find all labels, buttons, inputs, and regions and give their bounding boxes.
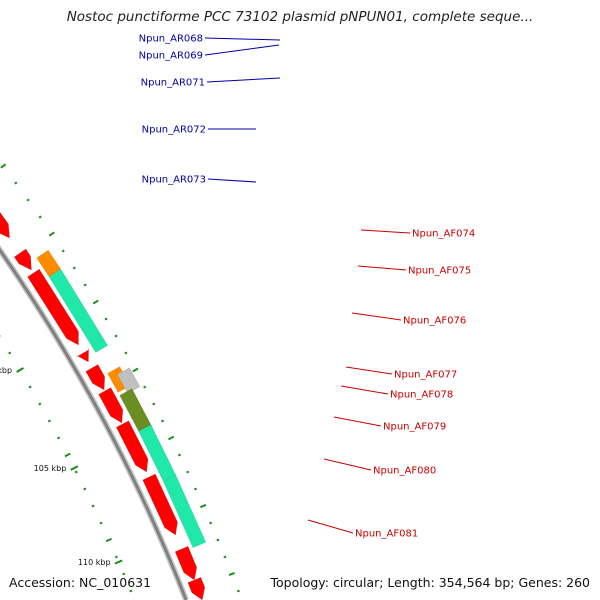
cds-forward-arrow: [85, 364, 105, 391]
scale-tick: [91, 504, 95, 508]
scale-tick: [132, 367, 139, 373]
scale-tick: [168, 435, 175, 441]
gene-leader-line: [360, 229, 411, 234]
scale-tick: [14, 181, 18, 185]
scale-tick: [38, 402, 42, 406]
scale-tick: [64, 452, 71, 458]
gene-leader-line: [357, 265, 407, 271]
scale-tick: [38, 215, 42, 219]
scale-tick: [228, 571, 235, 577]
cds-forward-arrow: [98, 387, 124, 424]
scale-tick: [236, 589, 240, 593]
scale-tick: [152, 402, 156, 406]
scale-tick: [216, 538, 220, 542]
cds-color-box: [48, 268, 109, 353]
gene-label: Npun_AF080: [373, 466, 436, 477]
scale-tick: [143, 385, 147, 389]
gene-label: Npun_AF078: [390, 390, 453, 401]
gene-label: Npun_AF076: [403, 316, 466, 327]
scale-tick: [209, 521, 213, 525]
gene-label: Npun_AR068: [139, 34, 203, 45]
cds-color-box: [116, 367, 141, 394]
gene-leader-line: [345, 366, 393, 375]
scale-tick: [177, 453, 182, 457]
scale-tick: [129, 589, 133, 593]
gene-leader-line: [204, 44, 280, 56]
scale-tick: [104, 317, 108, 321]
scale-tick: [83, 487, 87, 491]
gene-leader-line: [351, 312, 402, 321]
scale-tick: [122, 572, 126, 576]
cds-forward-arrow: [75, 347, 90, 363]
scale-tick: [161, 419, 165, 423]
tick-layer: [0, 163, 240, 593]
scale-tick: [99, 521, 103, 525]
scale-label: 100 kbp: [0, 366, 12, 375]
scale-tick: [8, 351, 12, 355]
scale-tick: [92, 299, 99, 305]
gene-leader-line: [307, 519, 354, 534]
scale-tick: [83, 283, 87, 287]
cds-color-box: [119, 388, 153, 434]
cds-forward-arrow: [0, 211, 10, 239]
gene-label: Npun_AR072: [142, 125, 206, 136]
scale-tick: [47, 419, 51, 423]
backbone-arc: [0, 247, 188, 600]
scale-label: 105 kbp: [34, 464, 67, 473]
gene-label: Npun_AF077: [394, 370, 457, 381]
scale-tick: [26, 198, 30, 202]
cds-forward-arrow: [115, 420, 149, 473]
topology-text: Topology: circular; Length: 354,564 bp; …: [270, 575, 591, 590]
cds-forward-arrow: [13, 248, 32, 271]
cds-color-box: [36, 249, 62, 278]
scale-tick: [57, 436, 61, 440]
cds-forward-arrow: [187, 577, 206, 600]
gene-leader-line: [323, 458, 372, 471]
gene-label: Npun_AR073: [142, 175, 206, 186]
gene-leader-line: [204, 37, 281, 41]
cds-forward-arrow: [27, 268, 79, 346]
accession-text: Accession: NC_010631: [9, 575, 152, 590]
scale-tick: [193, 487, 198, 491]
scale-label: 110 kbp: [78, 558, 111, 567]
scale-tick: [186, 470, 190, 474]
scale-tick: [72, 266, 76, 270]
scale-tick: [223, 555, 227, 559]
scale-tick: [114, 334, 118, 338]
cds-color-box: [162, 474, 207, 549]
cds-color-box: [138, 424, 177, 482]
backbone-layer: [0, 245, 189, 600]
gene-label: Npun_AR069: [139, 51, 203, 62]
gene-leader-line: [206, 77, 281, 83]
cds-forward-arrow: [174, 545, 198, 581]
scale-major-tick: [70, 465, 79, 471]
gene-label: Npun_AF075: [408, 266, 471, 277]
gene-label: Npun_AF081: [355, 529, 418, 540]
scale-tick: [105, 537, 112, 543]
scale-major-tick: [114, 559, 123, 565]
gene-label: Npun_AF074: [412, 229, 475, 240]
gene-leader-line: [207, 178, 257, 183]
scale-tick: [200, 503, 207, 509]
scale-tick: [28, 385, 32, 389]
map-title: Nostoc punctiforme PCC 73102 plasmid pNP…: [66, 9, 534, 25]
feature-layer: [0, 211, 207, 600]
cds-forward-arrow: [142, 473, 178, 536]
scale-tick: [124, 351, 128, 355]
gene-leader-line: [340, 385, 389, 395]
gene-leader-line: [333, 416, 382, 427]
scale-tick: [0, 163, 7, 169]
scale-tick: [74, 470, 78, 474]
scale-tick: [114, 555, 118, 559]
gene-label: Npun_AR071: [141, 78, 205, 89]
scale-tick: [48, 231, 55, 237]
scale-major-tick: [16, 367, 24, 373]
gene-label: Npun_AF079: [383, 422, 446, 433]
scale-tick: [61, 249, 65, 253]
